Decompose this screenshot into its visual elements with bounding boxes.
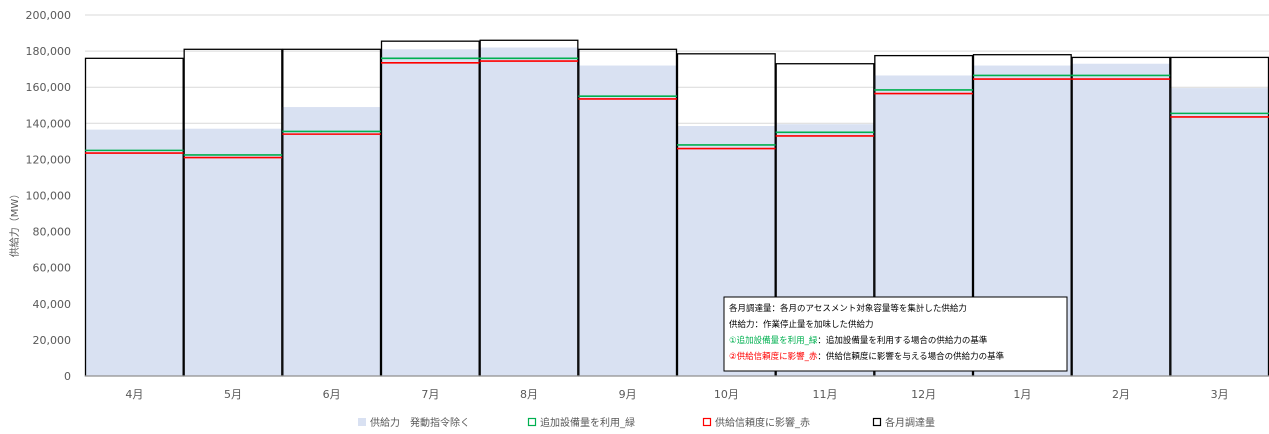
axes: 0 20,000 40,000 60,000 80,000 100,000 120,000 1… [26,9,1269,401]
bar-supply [479,47,579,377]
x-tick-label: 10月 [714,388,739,401]
y-tick-label: 40,000 [33,298,72,311]
legend: 供給力 発動指令除く 追加設備量を利用_緑 供給信頼度に影響_赤 各月調達量 [358,416,935,429]
y-tick-label: 140,000 [26,117,72,130]
y-tick-label: 80,000 [33,226,72,239]
bars [84,39,1269,377]
x-tick-label: 5月 [224,388,242,401]
bar-supply [1071,63,1171,377]
bar-supply [381,49,480,377]
bar-supply [183,128,283,376]
legend-label: 供給力 発動指令除く [370,416,470,429]
bar-supply [578,65,677,376]
x-tick-label: 11月 [813,388,838,401]
x-tick-label: 7月 [421,388,439,401]
y-tick-label: 100,000 [26,190,72,203]
legend-marker [702,417,712,427]
legend-marker [872,417,882,427]
annotation-line: ②供給信頼度に影響_赤：供給信頼度に影響を与える場合の供給力の基準 [729,351,1005,362]
annotation-box: 各月調達量：各月のアセスメント対象容量等を集計した供給力供給力：作業停止量を加味… [723,296,1068,372]
legend-label: 供給信頼度に影響_赤 [715,416,810,429]
y-tick-label: 160,000 [26,81,72,94]
legend-marker [358,418,366,426]
x-tick-label: 8月 [520,388,538,401]
y-tick-label: 120,000 [26,153,72,166]
y-tick-label: 200,000 [26,9,72,22]
annotation-line: ①追加設備量を利用_緑：追加設備量を利用する場合の供給力の基準 [729,335,988,346]
legend-label: 追加設備量を利用_緑 [540,416,635,429]
x-tick-label: 6月 [323,388,341,401]
bar-supply [1170,88,1269,376]
annotation-line: 供給力：作業停止量を加味した供給力 [729,319,874,330]
x-tick-label: 2月 [1112,388,1130,401]
y-axis-label: 供給力（MW） [8,189,21,258]
annotation-line: 各月調達量：各月のアセスメント対象容量等を集計した供給力 [729,303,967,314]
x-tick-label: 4月 [125,388,143,401]
bar-supply [282,107,381,377]
x-tick-label: 9月 [619,388,637,401]
x-tick-label: 3月 [1211,388,1229,401]
x-tick-label: 1月 [1013,388,1031,401]
bar-supply [85,129,184,376]
legend-marker [527,417,537,427]
x-tick-label: 12月 [911,388,936,401]
y-tick-label: 20,000 [33,334,72,347]
annotation-frame [723,296,1068,372]
legend-label: 各月調達量 [885,416,935,429]
y-tick-label: 60,000 [33,262,72,275]
y-tick-label: 0 [64,370,71,383]
y-tick-label: 180,000 [26,45,72,58]
